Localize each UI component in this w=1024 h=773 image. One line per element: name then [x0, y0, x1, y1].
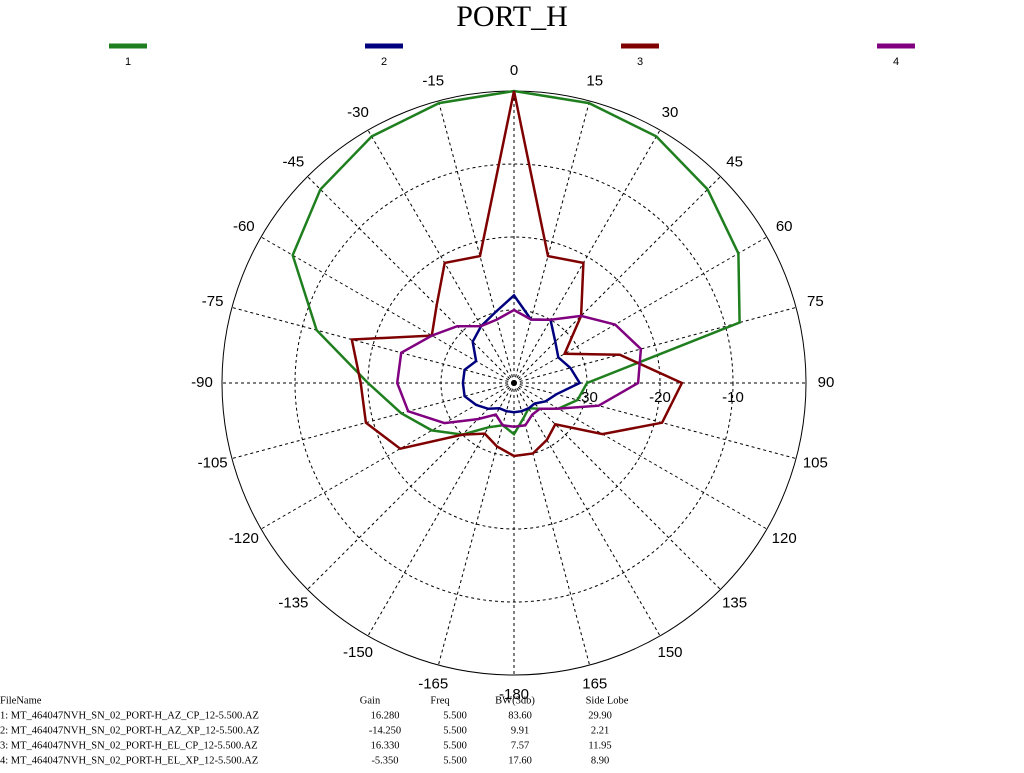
theta-tick-label: 165: [582, 675, 607, 692]
table-cell: -14.250: [369, 725, 401, 736]
table-cell: -5.350: [371, 755, 398, 766]
spoke: [307, 176, 515, 384]
table-cell: 3: MT_464047NVH_SN_02_PORT-H_EL_CP_12-5.…: [0, 740, 258, 751]
table-header: Side Lobe: [586, 695, 629, 706]
legend-label: 4: [893, 56, 899, 68]
spoke: [513, 176, 721, 384]
theta-tick-label: 30: [662, 104, 679, 121]
theta-tick-label: 135: [722, 595, 747, 612]
table-header: BW(3db): [495, 695, 535, 706]
theta-tick-label: -45: [283, 153, 305, 170]
theta-tick-label: -30: [347, 104, 369, 121]
table-cell: 29.90: [588, 710, 612, 721]
spoke: [513, 306, 797, 384]
table-cell: 2: MT_464047NVH_SN_02_PORT-H_AZ_XP_12-5.…: [0, 725, 259, 736]
theta-tick-label: 15: [586, 73, 603, 90]
legend-label: 3: [637, 56, 643, 68]
spoke: [437, 382, 515, 666]
table-cell: 1: MT_464047NVH_SN_02_PORT-H_AZ_CP_12-5.…: [0, 710, 259, 721]
table-header: FileName: [0, 695, 42, 706]
table-cell: 16.330: [371, 740, 400, 751]
theta-tick-label: -15: [422, 73, 444, 90]
series-line: [291, 89, 741, 436]
theta-tick-label: 105: [803, 455, 828, 472]
theta-tick-label: -105: [198, 455, 228, 472]
spoke: [513, 236, 768, 384]
theta-tick-label: -75: [202, 293, 224, 310]
theta-tick-label: -60: [233, 218, 255, 235]
theta-tick-label: -180: [499, 686, 529, 703]
table-cell: 5.500: [443, 740, 467, 751]
table-cell: 5.500: [443, 725, 467, 736]
spoke: [307, 382, 515, 590]
theta-tick-label: 45: [726, 153, 743, 170]
theta-tick-label: 150: [657, 644, 682, 661]
spoke: [231, 382, 515, 460]
table-cell: 4: MT_464047NVH_SN_02_PORT-H_EL_XP_12-5.…: [0, 755, 258, 766]
r-tick-label: -10: [722, 389, 744, 406]
series-line: [395, 308, 643, 429]
table-cell: 5.500: [443, 755, 467, 766]
table-cell: 11.95: [588, 740, 611, 751]
theta-tick-label: -165: [418, 675, 448, 692]
table-cell: 16.280: [371, 710, 400, 721]
theta-tick-label: 0: [510, 62, 518, 79]
spoke: [513, 382, 721, 590]
table-cell: 17.60: [508, 755, 532, 766]
r-tick-label: -20: [649, 389, 671, 406]
table-cell: 9.91: [511, 725, 529, 736]
spoke: [260, 236, 515, 384]
table-cell: 7.57: [511, 740, 529, 751]
table-cell: 5.500: [443, 710, 467, 721]
spoke: [367, 129, 515, 384]
spoke: [513, 129, 661, 384]
theta-tick-label: 90: [818, 374, 835, 391]
legend-label: 1: [125, 56, 131, 68]
series-line: [461, 293, 582, 414]
chart-title: PORT_H: [456, 0, 568, 33]
spoke: [437, 100, 515, 384]
spoke: [513, 382, 768, 530]
theta-tick-label: 120: [772, 530, 797, 547]
spoke: [367, 382, 515, 637]
spoke: [260, 382, 515, 530]
spoke: [513, 382, 661, 637]
table-header: Freq: [430, 695, 450, 706]
table-cell: 8.90: [591, 755, 609, 766]
table-cell: 2.21: [591, 725, 609, 736]
theta-tick-label: 75: [807, 293, 824, 310]
theta-tick-label: -120: [229, 530, 259, 547]
spoke: [231, 306, 515, 384]
table-header: Gain: [360, 695, 381, 706]
theta-tick-label: 60: [776, 218, 793, 235]
theta-tick-label: -150: [343, 644, 373, 661]
series-line: [350, 90, 684, 458]
theta-tick-label: -90: [191, 374, 213, 391]
table-cell: 83.60: [508, 710, 532, 721]
theta-tick-label: -135: [278, 595, 308, 612]
spoke: [513, 382, 797, 460]
spoke: [513, 100, 591, 384]
legend-label: 2: [381, 56, 387, 68]
spoke: [513, 382, 591, 666]
